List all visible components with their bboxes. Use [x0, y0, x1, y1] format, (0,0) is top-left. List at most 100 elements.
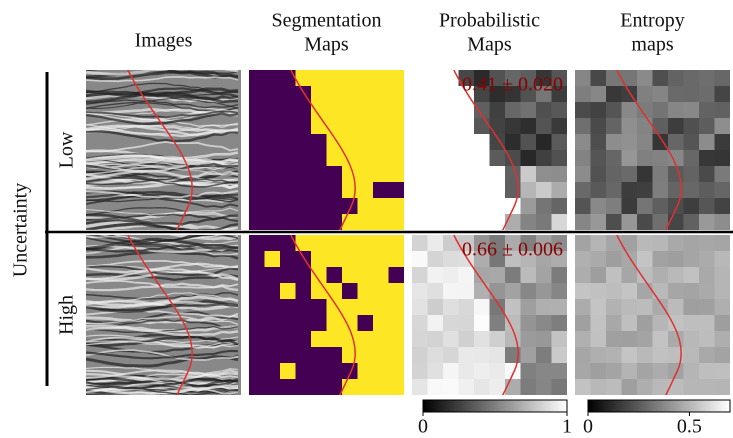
cell	[621, 134, 638, 151]
cell	[326, 70, 343, 87]
cell	[668, 150, 684, 167]
cell	[357, 102, 374, 119]
cell	[489, 379, 506, 395]
cell	[311, 315, 327, 332]
cell	[427, 347, 444, 364]
cell	[412, 251, 428, 268]
panel-content	[86, 70, 241, 230]
cell	[326, 198, 343, 215]
cell	[536, 102, 552, 119]
cell	[699, 134, 715, 151]
annotation: 0.66 ± 0.006	[462, 239, 563, 261]
texture-stripe	[86, 334, 239, 344]
cell	[505, 363, 521, 380]
cell	[412, 347, 428, 364]
cell	[357, 363, 374, 380]
cell	[280, 182, 296, 199]
cell	[489, 235, 506, 252]
cell	[326, 166, 343, 183]
cell	[683, 118, 700, 135]
cell	[714, 86, 730, 103]
cell	[606, 198, 622, 215]
texture-stripe	[86, 117, 239, 129]
cell	[427, 331, 444, 348]
cell	[606, 331, 622, 348]
cell	[443, 283, 459, 300]
cell	[575, 379, 591, 395]
cell	[427, 86, 444, 103]
cell	[590, 251, 607, 268]
cell	[536, 214, 552, 230]
cell	[575, 150, 591, 167]
cell	[489, 70, 506, 87]
cell	[357, 214, 374, 230]
cell	[505, 251, 521, 268]
cell	[714, 150, 730, 167]
cell	[412, 331, 428, 348]
cell	[683, 315, 700, 332]
cell	[388, 347, 404, 364]
cell	[637, 150, 653, 167]
cell	[295, 198, 312, 215]
cell	[427, 102, 444, 119]
cell	[342, 118, 358, 135]
cell	[443, 299, 459, 316]
cell	[458, 331, 475, 348]
cell	[373, 214, 389, 230]
cell	[714, 198, 730, 215]
texture-stripe	[86, 124, 239, 133]
cell	[536, 198, 552, 215]
cell	[575, 363, 591, 380]
cell	[637, 267, 653, 284]
cell	[606, 70, 622, 87]
cell	[295, 299, 312, 316]
cell	[412, 134, 428, 151]
cell	[606, 267, 622, 284]
cell	[551, 267, 567, 284]
cell	[652, 363, 669, 380]
cell	[489, 150, 506, 167]
cell	[520, 118, 537, 135]
texture-stripe	[86, 316, 239, 325]
cell	[505, 283, 521, 300]
cell	[280, 347, 296, 364]
cell	[427, 283, 444, 300]
cell	[264, 118, 281, 135]
cell	[606, 299, 622, 316]
cell	[280, 134, 296, 151]
texture-stripe	[86, 235, 239, 241]
cell	[443, 198, 459, 215]
texture-stripe	[86, 193, 239, 203]
cell	[474, 251, 490, 268]
cell	[551, 315, 567, 332]
cell	[683, 251, 700, 268]
cell	[551, 166, 567, 183]
cell	[443, 251, 459, 268]
cell	[326, 150, 343, 167]
texture-stripe	[86, 190, 239, 200]
cell	[683, 363, 700, 380]
cell	[249, 331, 265, 348]
cell	[575, 214, 591, 230]
texture-stripe	[86, 273, 239, 281]
cell	[326, 267, 343, 284]
cell	[575, 347, 591, 364]
cell	[357, 299, 374, 316]
cell	[683, 235, 700, 252]
cell	[652, 283, 669, 300]
cell	[326, 86, 343, 103]
cell	[264, 86, 281, 103]
cell	[606, 363, 622, 380]
texture-stripe	[86, 315, 239, 325]
cell	[443, 118, 459, 135]
cell	[264, 299, 281, 316]
texture-stripe	[86, 177, 239, 188]
cell	[326, 315, 343, 332]
cell	[474, 363, 490, 380]
cell	[536, 86, 552, 103]
cell	[427, 315, 444, 332]
cell	[280, 299, 296, 316]
cell	[536, 251, 552, 268]
cell	[311, 118, 327, 135]
cell	[714, 379, 730, 395]
